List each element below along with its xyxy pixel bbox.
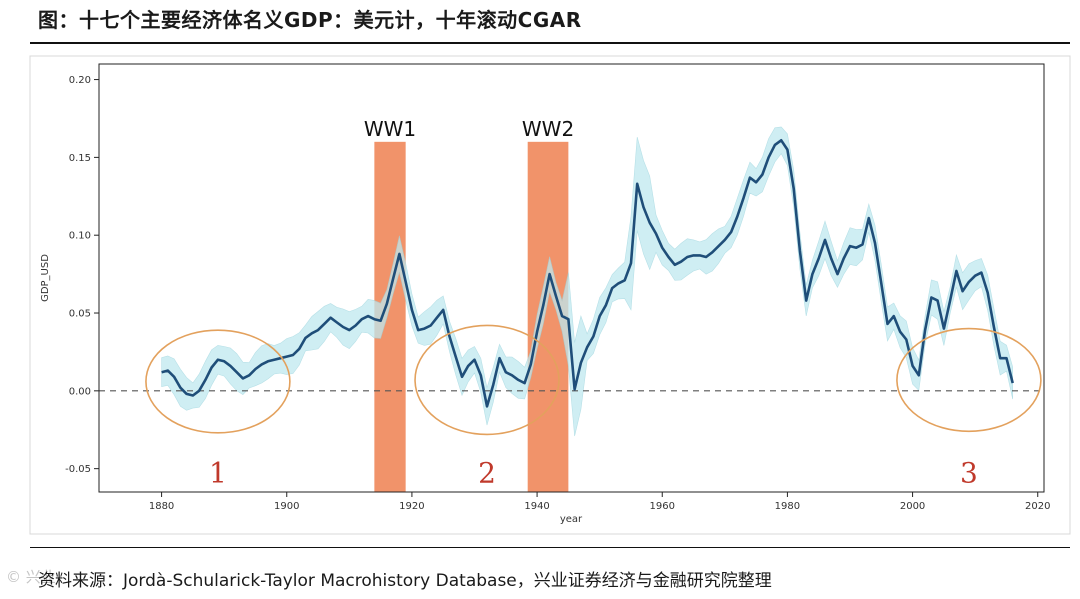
y-axis-label: GDP_USD: [40, 254, 51, 302]
x-tick-label: 1940: [524, 501, 549, 512]
war-period-label-ww1: WW1: [364, 117, 416, 141]
x-tick-label: 2020: [1025, 501, 1050, 512]
confidence-band-layer: [161, 126, 1013, 437]
x-axis-ticks: 1880 1900 1920 1940 1960 1980 2000 2020: [149, 492, 1050, 512]
watermark-text: © 兴业: [6, 568, 56, 586]
x-tick-label: 1960: [650, 501, 675, 512]
annotation-circle-2: [414, 324, 560, 436]
annotation-number-1: 1: [209, 456, 227, 489]
y-tick-label: 0.15: [69, 153, 91, 164]
annotation-layer: 1 2 3: [145, 324, 1042, 489]
war-shading-layer: WW1 WW2: [364, 117, 574, 492]
x-tick-label: 1900: [274, 501, 299, 512]
source-note: 资料来源：Jordà-Schularick-Taylor Macrohistor…: [38, 571, 772, 591]
x-tick-label: 1920: [399, 501, 424, 512]
gdp-usd-series-line: [161, 139, 1014, 408]
plot-frame: [98, 63, 1045, 493]
y-tick-label: -0.05: [65, 464, 91, 475]
x-tick-label: 2000: [900, 501, 925, 512]
series-line-layer: [161, 139, 1014, 408]
y-axis-ticks: -0.05 0.00 0.05 0.10 0.15 0.20: [65, 75, 99, 475]
annotation-number-2: 2: [478, 456, 496, 489]
y-tick-label: 0.05: [69, 309, 91, 320]
y-tick-label: 0.20: [69, 75, 91, 86]
y-tick-label: 0.00: [69, 386, 91, 397]
footer-divider: [30, 547, 1070, 548]
x-tick-label: 1880: [149, 501, 174, 512]
title-divider: [30, 42, 1070, 44]
y-tick-label: 0.10: [69, 231, 91, 242]
annotation-circle-1: [145, 329, 291, 434]
annotation-number-3: 3: [960, 456, 978, 489]
x-tick-label: 1980: [775, 501, 800, 512]
x-axis-label: year: [560, 514, 583, 525]
annotation-circle-3: [896, 327, 1042, 433]
confidence-band: [161, 126, 1013, 437]
chart-title: 图：十七个主要经济体名义GDP：美元计，十年滚动CGAR: [38, 8, 582, 32]
war-period-label-ww2: WW2: [522, 117, 574, 141]
